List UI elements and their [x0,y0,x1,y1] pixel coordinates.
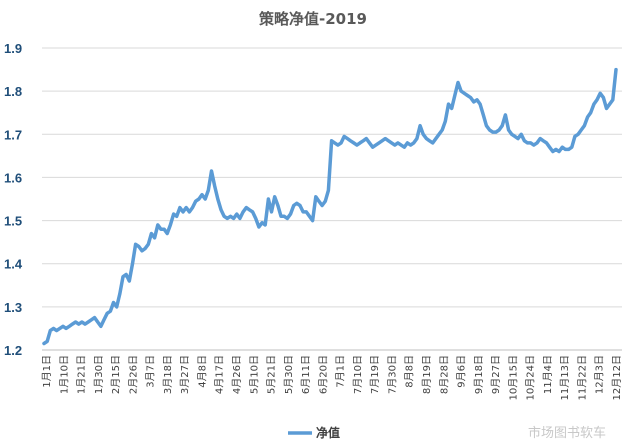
x-tick-label: 4月17日 [214,355,226,394]
x-tick-label: 8月19日 [421,355,433,394]
x-tick-label: 11月13日 [559,355,571,400]
x-tick-label: 1月10日 [58,355,70,394]
gridlines [42,47,622,351]
chart-title: 策略净值-2019 [258,10,367,28]
y-tick-label: 1.2 [4,343,22,358]
x-tick-label: 3月18日 [162,355,174,394]
y-tick-label: 1.4 [4,257,23,272]
x-tick-label: 11月4日 [542,355,554,394]
x-tick-label: 1月30日 [93,355,105,394]
x-tick-label: 8月8日 [404,355,416,388]
y-axis-ticks: 1.2 1.3 1.4 1.5 1.6 1.7 1.8 1.9 [4,41,23,358]
x-tick-label: 2月26日 [127,355,139,394]
legend-label: 净值 [316,425,340,440]
x-tick-label: 5月30日 [283,355,295,394]
x-axis-ticks: 1月1日 1月10日 1月21日 1月30日 2月15日 2月26日 3月7日 3月18日 3月… [41,355,623,400]
x-tick-label: 6月20日 [317,355,329,394]
x-tick-label: 7月19日 [369,355,381,394]
series-line-净值 [42,67,618,346]
legend: 净值 [288,425,340,440]
x-tick-label: 12月3日 [594,355,606,394]
x-tick-label: 8月28日 [438,355,450,394]
x-tick-label: 7月10日 [352,355,364,394]
y-tick-label: 1.5 [4,214,22,229]
y-tick-label: 1.9 [4,41,22,56]
y-tick-label: 1.3 [4,300,22,315]
x-tick-label: 5月10日 [248,355,260,394]
x-tick-label: 3月27日 [179,355,191,394]
x-tick-label: 10月15日 [507,355,519,400]
x-tick-label: 6月11日 [300,355,312,394]
x-tick-label: 9月27日 [490,355,502,394]
x-tick-label: 7月1日 [335,355,347,388]
x-tick-label: 11月22日 [576,355,588,400]
x-tick-label: 9月18日 [473,355,485,394]
x-tick-label: 1月21日 [76,355,88,394]
x-tick-label: 4月26日 [231,355,243,394]
y-tick-label: 1.7 [4,127,22,142]
x-tick-label: 12月12日 [611,355,623,400]
x-tick-label: 2月15日 [110,355,122,394]
x-tick-label: 1月1日 [41,355,53,388]
y-tick-label: 1.8 [4,84,22,99]
x-tick-label: 7月30日 [386,355,398,394]
x-tick-label: 10月24日 [525,355,537,400]
watermark-text: 市场图书软车 [528,425,606,441]
x-tick-label: 3月7日 [145,355,157,388]
x-tick-label: 4月8日 [196,355,208,388]
y-tick-label: 1.6 [4,170,22,185]
x-tick-label: 5月21日 [266,355,278,394]
x-tick-label: 9月6日 [456,355,468,388]
